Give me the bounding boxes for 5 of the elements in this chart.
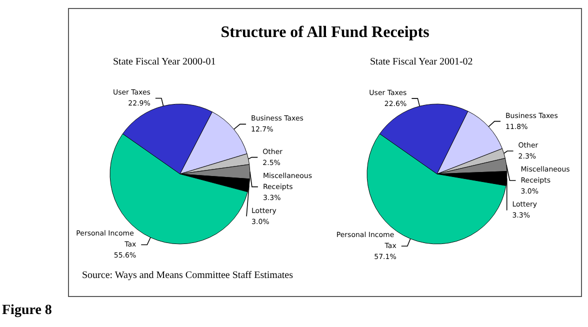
source-note: Source: Ways and Means Committee Staff Estimates: [82, 270, 294, 281]
chart-subtitle: State Fiscal Year 2001-02: [370, 56, 473, 68]
chart-subtitle: State Fiscal Year 2000-01: [113, 56, 216, 68]
chart-title: Structure of All Fund Receipts: [220, 24, 430, 42]
caption: Figure 8: [2, 303, 52, 319]
